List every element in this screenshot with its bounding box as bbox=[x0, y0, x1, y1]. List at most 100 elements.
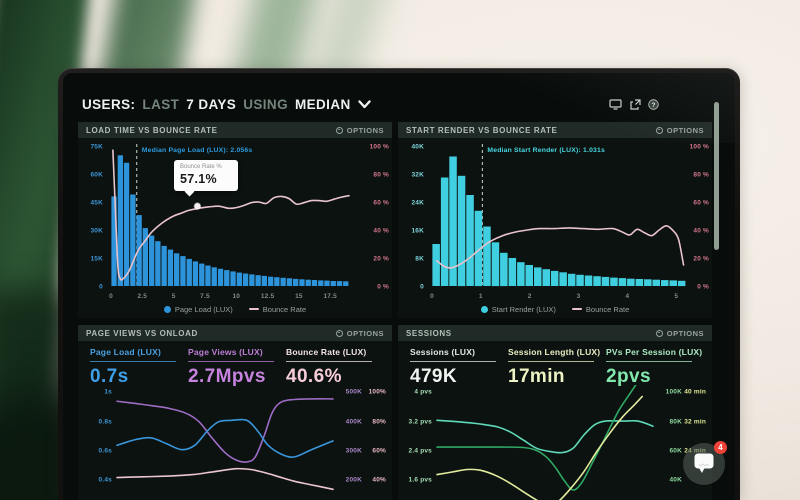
axis-label: 60% bbox=[372, 448, 386, 455]
options-button[interactable]: OPTIONS bbox=[335, 329, 384, 338]
topbar: USERS: LAST 7 DAYS USING MEDIAN bbox=[82, 93, 717, 115]
legend-item: Page Load (LUX) bbox=[163, 305, 233, 314]
axis-label: 4 pvs bbox=[414, 389, 432, 396]
histogram-bar bbox=[142, 228, 148, 286]
share-icon[interactable] bbox=[629, 98, 641, 110]
line-bounce-rate bbox=[116, 467, 334, 491]
histogram-bar bbox=[618, 278, 627, 286]
axis-label: 15K bbox=[90, 256, 103, 263]
axis-label: 500K bbox=[346, 389, 362, 396]
histogram-bar bbox=[525, 265, 533, 286]
chat-button[interactable]: 4 bbox=[683, 441, 727, 485]
scrollbar[interactable] bbox=[714, 102, 719, 250]
panel-page-views: PAGE VIEWS VS ONLOAD OPTIONS Page Load (… bbox=[78, 325, 392, 500]
chevron-down-icon bbox=[357, 99, 371, 108]
histogram-bar bbox=[192, 261, 199, 286]
histogram-bar bbox=[311, 280, 318, 286]
metric-label: Sessions (LUX) bbox=[410, 347, 476, 357]
axis-label: 15 bbox=[295, 293, 303, 300]
histogram-bar bbox=[111, 196, 117, 286]
notification-badge: 4 bbox=[714, 441, 727, 454]
histogram-bar bbox=[534, 267, 542, 286]
histogram-bar bbox=[211, 267, 217, 286]
histogram-bar bbox=[432, 244, 440, 286]
metric-page-load: Page Load (LUX) 0.7s bbox=[90, 347, 188, 387]
histogram-bar bbox=[130, 194, 136, 286]
axis-label: 0 % bbox=[697, 284, 709, 291]
axis-label: 30K bbox=[90, 228, 103, 235]
tooltip-value: 57.1% bbox=[180, 172, 217, 186]
histogram-bar bbox=[601, 276, 610, 286]
histogram-bar bbox=[576, 274, 584, 286]
options-label: OPTIONS bbox=[346, 125, 384, 135]
metric-underline bbox=[286, 361, 372, 362]
axis-label: 8K bbox=[415, 256, 424, 263]
histogram-bar bbox=[508, 258, 517, 286]
line-pvs-per-session bbox=[436, 385, 637, 491]
axis-label: 0.4s bbox=[99, 477, 113, 484]
axis-label: 75K bbox=[90, 144, 103, 151]
filter-using-label: USING bbox=[243, 96, 288, 112]
options-button[interactable]: OPTIONS bbox=[655, 329, 704, 338]
metric-underline bbox=[606, 361, 692, 362]
histogram-bar bbox=[155, 241, 161, 286]
filter-median-label: MEDIAN bbox=[294, 96, 351, 112]
metric-label: Bounce Rate (LUX) bbox=[286, 347, 367, 357]
legend-label: Bounce Rate bbox=[585, 304, 630, 314]
line-session-length bbox=[436, 395, 643, 500]
histogram-bar bbox=[261, 275, 267, 286]
histogram-bar bbox=[205, 265, 211, 286]
histogram-bar bbox=[305, 279, 311, 286]
metric-session-length: Session Length (LUX) 17min bbox=[508, 347, 606, 387]
axis-label: 16K bbox=[411, 228, 424, 235]
histogram-bar bbox=[330, 281, 336, 286]
panel-sessions: SESSIONS OPTIONS Sessions (LUX) 479K bbox=[398, 325, 712, 500]
axis-label: 100% bbox=[369, 389, 386, 396]
axis-label: 20 % bbox=[373, 256, 389, 263]
axis-label: 1 bbox=[479, 293, 483, 300]
options-button[interactable]: OPTIONS bbox=[655, 126, 704, 135]
axis-label: 45K bbox=[90, 200, 103, 207]
legend-item: Bounce Rate bbox=[248, 305, 306, 314]
sessions-chart[interactable]: 4 pvs 3.2 pvs 2.4 pvs 1.6 pvs 100K 80K 60K 40K 4… bbox=[398, 385, 712, 500]
metric-underline bbox=[188, 361, 274, 362]
histogram-bar bbox=[286, 278, 293, 286]
axis-label: Median Page Load (LUX): 2.056s bbox=[142, 147, 253, 154]
display-icon[interactable] bbox=[609, 98, 622, 110]
bounce-rate-line bbox=[112, 149, 350, 281]
histogram-bar bbox=[280, 277, 286, 286]
filter-days-label: 7 DAYS bbox=[186, 96, 237, 112]
axis-label: 200K bbox=[346, 477, 362, 484]
metric-value: 479K bbox=[410, 366, 458, 387]
legend-item: Start Render (LUX) bbox=[480, 304, 556, 314]
histogram-bar bbox=[242, 273, 249, 286]
page-views-chart[interactable]: 1s 0.8s 0.6s 0.4s 500K 400K 300K 200K 100% 80% 60%… bbox=[78, 385, 392, 500]
axis-label: 40K bbox=[669, 477, 682, 484]
gear-icon bbox=[335, 126, 343, 134]
histogram-bar bbox=[274, 277, 280, 286]
histogram-bar bbox=[324, 280, 330, 286]
start-render-chart[interactable]: Median Start Render (LUX): 1.031s 40K 32K 2… bbox=[398, 138, 712, 302]
axis-label: 100 % bbox=[690, 144, 709, 151]
axis-label: 400K bbox=[346, 419, 362, 426]
histogram-bar bbox=[217, 268, 224, 286]
axis-label: 7.5 bbox=[200, 293, 210, 300]
gear-icon bbox=[655, 126, 663, 134]
histogram-bar bbox=[457, 175, 466, 287]
chat-bubble-icon bbox=[694, 453, 714, 473]
axis-label: 80 % bbox=[693, 172, 709, 179]
histogram-bar bbox=[677, 280, 686, 287]
help-icon[interactable]: ? bbox=[648, 98, 659, 110]
load-time-chart[interactable]: Median Page Load (LUX): 2.056s 75K 60K 45K 3… bbox=[78, 138, 392, 302]
panel-title: SESSIONS bbox=[406, 328, 452, 338]
axis-label: 40 min bbox=[684, 389, 706, 396]
panel-start-render: START RENDER VS BOUNCE RATE OPTIONS Medi… bbox=[398, 122, 712, 318]
metric-value: 2pvs bbox=[606, 366, 651, 387]
metric-value: 2.7Mpvs bbox=[188, 366, 266, 387]
histogram-bar bbox=[186, 258, 192, 286]
axis-label: 0 bbox=[420, 284, 424, 291]
options-button[interactable]: OPTIONS bbox=[335, 125, 384, 135]
legend-label: Start Render (LUX) bbox=[491, 304, 556, 314]
metric-underline bbox=[90, 361, 176, 362]
users-range-dropdown[interactable]: USERS: LAST 7 DAYS USING MEDIAN bbox=[82, 97, 371, 112]
